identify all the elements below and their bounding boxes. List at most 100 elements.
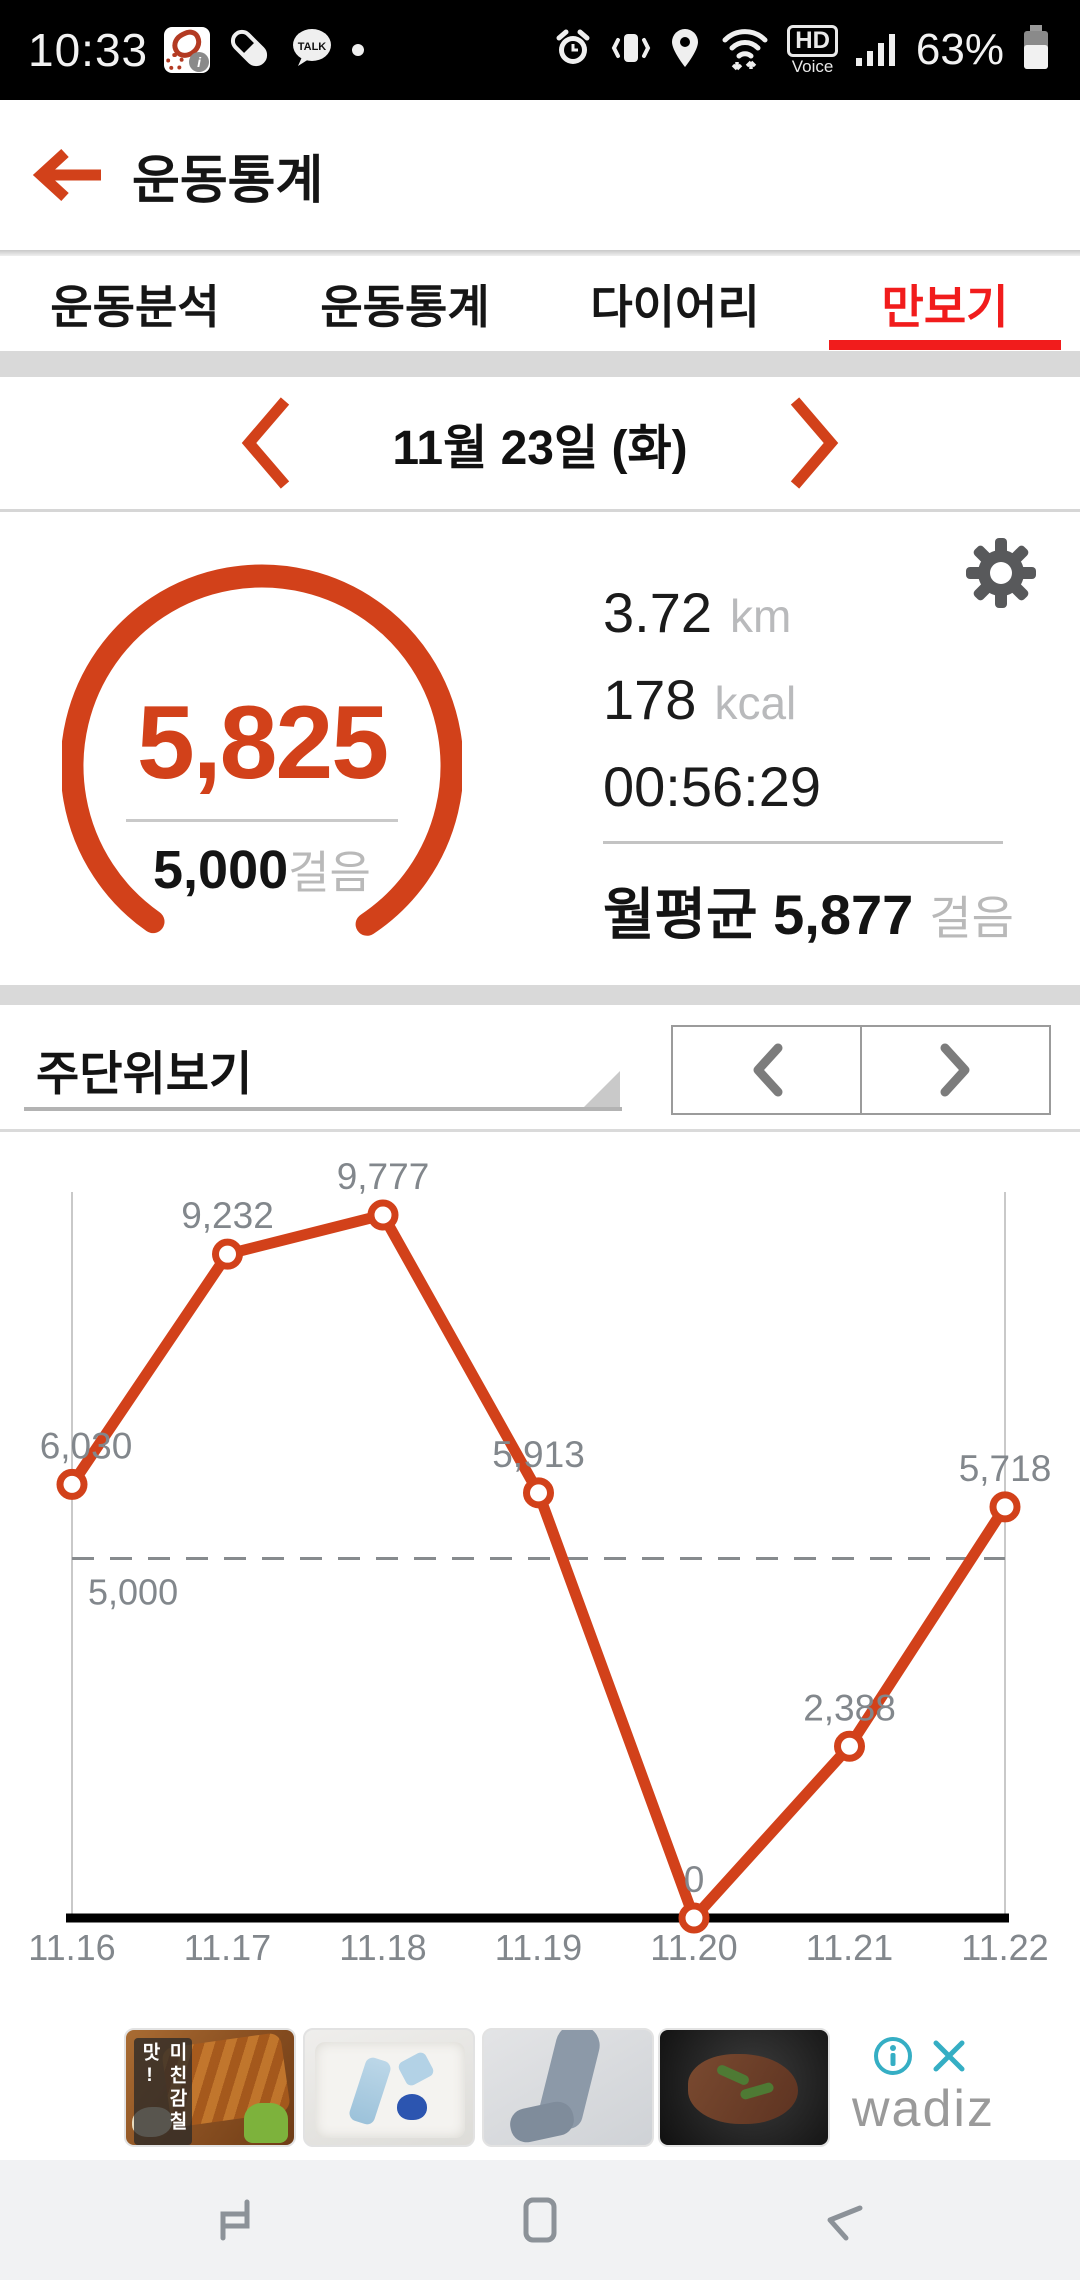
wifi-icon bbox=[719, 24, 771, 77]
tab-pedometer[interactable]: 만보기 bbox=[881, 280, 1009, 333]
info-badge-icon: i bbox=[189, 52, 210, 72]
home-button[interactable] bbox=[470, 2165, 610, 2275]
kakaotalk-notification-icon: TALK bbox=[288, 24, 336, 77]
location-icon bbox=[667, 25, 703, 76]
ad-thumbnail-towel[interactable] bbox=[303, 2028, 475, 2147]
distance-value: 3.72 bbox=[603, 581, 712, 644]
notification-dot-icon bbox=[352, 44, 365, 56]
app-header: 운동통계 bbox=[0, 100, 1080, 250]
view-mode-dropdown[interactable]: 주단위보기 bbox=[24, 1025, 622, 1111]
data-point-label: 9,777 bbox=[337, 1156, 430, 1197]
data-point bbox=[212, 1238, 243, 1270]
battery-percent-text: 63% bbox=[915, 25, 1004, 74]
recents-button[interactable] bbox=[165, 2165, 305, 2275]
date-navigation: 11월 23일 (화) bbox=[0, 377, 1080, 509]
back-nav-button[interactable] bbox=[772, 2165, 912, 2275]
data-point bbox=[834, 1730, 865, 1762]
tab-diary[interactable]: 다이어리 bbox=[590, 280, 760, 333]
monthly-average-value: 월평균 5,877 bbox=[603, 883, 914, 946]
stats-panel: 3.72 km 178 kcal 00:56:29 월평균 5,877 걸음 bbox=[603, 580, 1023, 951]
data-point bbox=[367, 1199, 399, 1231]
view-mode-label: 주단위보기 bbox=[36, 1047, 253, 1100]
dropdown-underline bbox=[24, 1107, 622, 1111]
pill-notification-icon bbox=[226, 25, 272, 76]
signal-strength-icon bbox=[854, 26, 900, 75]
tab-exercise-stats[interactable]: 운동통계 bbox=[320, 280, 490, 333]
gear-mini-icon bbox=[166, 53, 185, 71]
date-label: 11월 23일 (화) bbox=[392, 422, 688, 475]
header-divider bbox=[0, 250, 1080, 256]
active-tab-underline bbox=[829, 340, 1061, 350]
ad-banner: 미친감칠맛! wadiz bbox=[0, 2017, 1080, 2160]
dropdown-handle-icon bbox=[584, 1071, 620, 1107]
hd-voice-icon: HD Voice bbox=[787, 25, 838, 75]
chart-controls: 주단위보기 bbox=[0, 1005, 1080, 1129]
android-nav-bar bbox=[0, 2160, 1080, 2280]
week-pager bbox=[671, 1025, 1051, 1115]
back-button[interactable] bbox=[30, 135, 110, 215]
ad-info-icon[interactable] bbox=[872, 2035, 914, 2082]
alarm-icon bbox=[551, 26, 595, 75]
x-axis-tick-label: 11.21 bbox=[806, 1927, 893, 1968]
settings-gear-button[interactable] bbox=[962, 534, 1040, 612]
tab-exercise-analysis[interactable]: 운동분석 bbox=[50, 280, 220, 333]
prev-day-button[interactable] bbox=[210, 393, 320, 493]
next-week-button[interactable] bbox=[860, 1027, 1049, 1113]
steps-count: 5,825 bbox=[136, 685, 389, 801]
gauge-arc bbox=[60, 564, 464, 968]
duration-value: 00:56:29 bbox=[603, 755, 821, 818]
goal-line-label: 5,000 bbox=[88, 1571, 178, 1612]
ad-thumbnail-food[interactable]: 미친감칠맛! bbox=[124, 2028, 296, 2147]
steps-gauge: 5,825 5,000걸음 bbox=[60, 544, 464, 974]
x-axis-tick-label: 11.17 bbox=[184, 1927, 271, 1968]
monthly-average-unit: 걸음 bbox=[929, 892, 1014, 944]
data-point-label: 6,030 bbox=[40, 1425, 133, 1466]
clock-text: 10:33 bbox=[28, 24, 149, 76]
x-axis-tick-label: 11.22 bbox=[961, 1927, 1048, 1968]
tab-bar: 운동분석 운동통계 다이어리 만보기 bbox=[0, 256, 1080, 351]
ad-badge-text: 미친감칠맛! bbox=[134, 2038, 192, 2145]
ad-brand-wadiz[interactable]: wadiz bbox=[852, 2080, 995, 2138]
data-point-label: 9,232 bbox=[181, 1195, 274, 1236]
ad-close-icon[interactable] bbox=[928, 2035, 970, 2082]
divider bbox=[0, 509, 1080, 512]
vibrate-icon bbox=[611, 26, 651, 75]
ad-logo-image bbox=[397, 2094, 427, 2120]
x-axis-tick-label: 11.20 bbox=[650, 1927, 737, 1968]
data-point-label: 5,913 bbox=[492, 1434, 585, 1475]
ad-mascot-image bbox=[244, 2103, 288, 2143]
status-bar: 10:33 i TALK bbox=[0, 0, 1080, 100]
weekly-steps-chart: 5,000 6,030 11.16 9,232 11.17 9,777 11.18 5,913… bbox=[0, 1132, 1080, 2017]
fitness-app-notification-icon: i bbox=[164, 27, 211, 73]
page-title: 운동통계 bbox=[132, 151, 324, 210]
ad-towel-image bbox=[315, 2042, 465, 2138]
goal-unit: 걸음 bbox=[288, 847, 371, 898]
daily-summary-panel: 5,825 5,000걸음 3.72 km 178 kcal 00:56:29 … bbox=[0, 512, 1080, 985]
line-chart: 5,000 6,030 11.16 9,232 11.17 9,777 11.18 5,913… bbox=[28, 1156, 1052, 1968]
steps-series-line bbox=[66, 1209, 1011, 1924]
data-point bbox=[523, 1477, 554, 1509]
ad-thumbnail-meat[interactable] bbox=[658, 2028, 830, 2147]
battery-icon bbox=[1020, 23, 1052, 78]
data-point bbox=[56, 1468, 88, 1500]
stats-divider bbox=[603, 841, 1003, 844]
data-point-label: 5,718 bbox=[959, 1448, 1052, 1489]
data-point bbox=[989, 1491, 1021, 1523]
section-band bbox=[0, 351, 1080, 377]
calories-unit: kcal bbox=[714, 677, 797, 729]
section-band bbox=[0, 985, 1080, 1005]
goal-steps: 5,000 bbox=[153, 840, 289, 900]
svg-text:TALK: TALK bbox=[298, 41, 327, 53]
prev-week-button[interactable] bbox=[673, 1027, 860, 1113]
next-day-button[interactable] bbox=[760, 393, 870, 493]
divider bbox=[0, 1129, 1080, 1132]
calories-value: 178 bbox=[603, 668, 697, 731]
data-point-label: 0 bbox=[684, 1859, 705, 1900]
data-point bbox=[678, 1902, 710, 1934]
x-axis-tick-label: 11.18 bbox=[339, 1927, 426, 1968]
ad-thumbnail-slippers[interactable] bbox=[482, 2028, 654, 2147]
gauge-divider bbox=[126, 819, 398, 822]
distance-unit: km bbox=[730, 590, 792, 642]
x-axis-tick-label: 11.19 bbox=[495, 1927, 582, 1968]
